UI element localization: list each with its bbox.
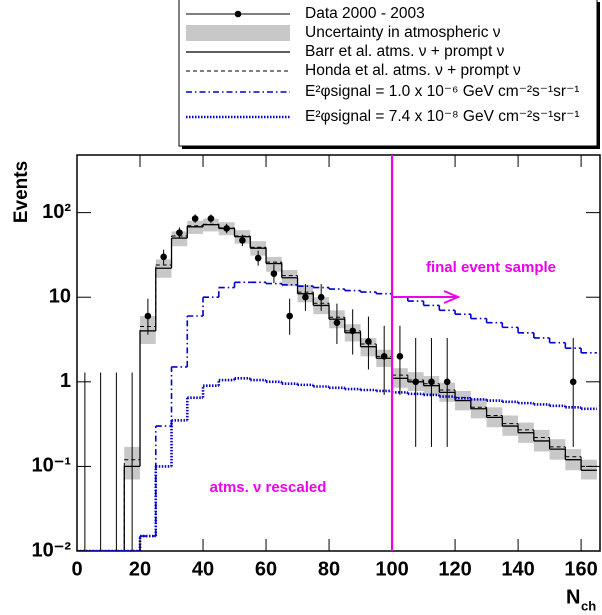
- data-point: [443, 378, 451, 386]
- legend-sample: [234, 10, 242, 18]
- data-point: [254, 254, 262, 262]
- y-tick-label: 10: [49, 286, 71, 308]
- data-point: [160, 253, 167, 261]
- data-point: [333, 319, 341, 326]
- cut-arrow-head: [443, 290, 461, 304]
- data-point: [144, 312, 152, 320]
- data-point: [207, 215, 215, 222]
- x-tick-label: 0: [71, 558, 82, 580]
- y-tick-label: 10⁻¹: [32, 455, 72, 477]
- uncertainty-band: [171, 231, 188, 247]
- plot-area: [77, 214, 597, 551]
- legend-label: Data 2000 - 2003: [305, 5, 425, 22]
- data-point: [191, 215, 199, 222]
- data-point: [223, 225, 230, 232]
- annotation: atms. ν rescaled: [210, 479, 327, 496]
- legend-label: Barr et al. atms. ν + prompt ν: [305, 43, 505, 60]
- x-tick-label: 80: [318, 558, 340, 580]
- x-tick-label: 40: [192, 558, 214, 580]
- x-axis-label-subscript: ch: [581, 598, 596, 613]
- data-point: [569, 378, 577, 386]
- legend-label: Uncertainty in atmospheric ν: [305, 24, 501, 41]
- legend-sample: [186, 25, 290, 41]
- data-point: [396, 353, 404, 360]
- uncertainty-band: [266, 256, 282, 272]
- data-point: [286, 312, 293, 320]
- data-point: [302, 293, 309, 301]
- data-point: [176, 229, 183, 236]
- data-point: [239, 237, 246, 244]
- x-tick-label: 140: [501, 558, 534, 580]
- y-tick-label: 1: [60, 370, 71, 392]
- x-tick-label: 60: [255, 558, 277, 580]
- x-tick-label: 120: [438, 558, 471, 580]
- legend-label: E²φsignal = 7.4 x 10⁻⁸ GeV cm⁻²s⁻¹sr⁻¹: [305, 108, 580, 125]
- y-tick-label: 10⁻²: [32, 539, 72, 561]
- legend-box: [178, 0, 598, 147]
- data-point: [365, 338, 372, 345]
- data-point: [270, 270, 278, 277]
- x-tick-label: 100: [375, 558, 408, 580]
- legend-label: Honda et al. atms. ν + prompt ν: [305, 62, 521, 79]
- x-tick-label: 160: [564, 558, 597, 580]
- data-point: [317, 293, 325, 301]
- data-point: [380, 353, 388, 360]
- y-tick-label: 10²: [42, 201, 71, 223]
- data-point: [428, 378, 435, 386]
- legend-label: E²φsignal = 1.0 x 10⁻⁶ GeV cm⁻²s⁻¹sr⁻¹: [305, 83, 579, 100]
- uncertainty-band: [581, 459, 597, 480]
- annotation: final event sample: [426, 259, 556, 276]
- plot-frame: [76, 154, 601, 552]
- y-axis-label: Events: [11, 161, 32, 223]
- data-point: [349, 327, 356, 335]
- data-point: [412, 378, 419, 386]
- x-tick-label: 20: [129, 558, 151, 580]
- x-axis-label: N: [566, 586, 580, 608]
